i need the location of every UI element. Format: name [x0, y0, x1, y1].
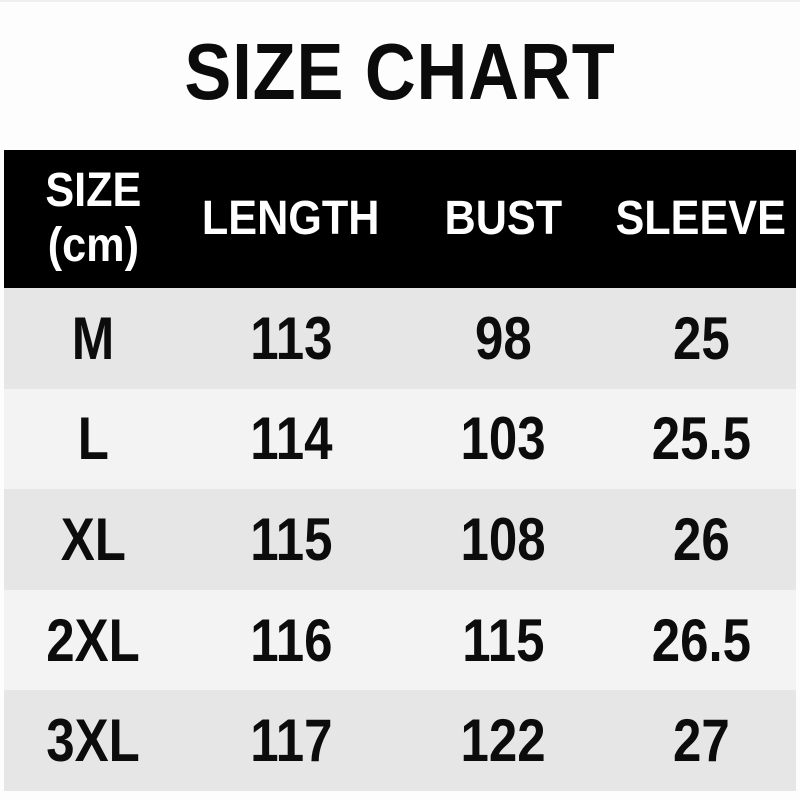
page-title-text: SIZE CHART [184, 27, 616, 116]
table-row-m: M 113 98 25 [4, 288, 796, 389]
table-row-3xl: 3XL 117 122 27 [4, 690, 796, 791]
table-row-l: L 114 103 25.5 [4, 388, 796, 490]
length-cell: 114 [249, 405, 333, 473]
header-size-label: SIZE [45, 164, 142, 218]
top-edge-line [0, 0, 800, 2]
sleeve-cell: 26 [672, 505, 730, 573]
bust-cell: 98 [474, 304, 532, 372]
length-cell: 115 [249, 505, 333, 573]
bust-cell: 108 [460, 505, 546, 573]
length-cell: 117 [249, 707, 333, 775]
sleeve-cell: 25 [672, 304, 730, 372]
header-length-label: LENGTH [202, 191, 380, 245]
header-cell-bust: BUST [400, 192, 606, 247]
size-cell: 2XL [46, 606, 140, 674]
bust-cell: 115 [461, 606, 545, 674]
length-cell: 113 [249, 304, 333, 372]
table-header-row: SIZE (cm) LENGTH BUST SLEEVE [4, 150, 796, 288]
size-cell: M [71, 304, 115, 372]
header-sleeve-label: SLEEVE [615, 191, 787, 245]
header-size-unit-label: (cm) [47, 219, 139, 272]
sleeve-cell: 26.5 [651, 606, 751, 674]
header-cell-size: SIZE (cm) [4, 164, 182, 273]
size-cell: 3XL [46, 707, 140, 775]
table-row-2xl: 2XL 116 115 26.5 [4, 589, 796, 691]
header-cell-length: LENGTH [182, 192, 400, 247]
header-cell-sleeve: SLEEVE [606, 192, 796, 247]
size-cell: L [77, 405, 109, 473]
size-table: SIZE (cm) LENGTH BUST SLEEVE M 113 98 25… [4, 150, 796, 791]
length-cell: 116 [249, 606, 333, 674]
size-cell: XL [60, 505, 126, 573]
header-bust-label: BUST [444, 191, 562, 245]
table-row-xl: XL 115 108 26 [4, 489, 796, 590]
bust-cell: 103 [460, 405, 546, 473]
sleeve-cell: 27 [672, 707, 730, 775]
sleeve-cell: 25.5 [651, 405, 751, 473]
bust-cell: 122 [460, 707, 546, 775]
page-title: SIZE CHART [0, 24, 800, 120]
